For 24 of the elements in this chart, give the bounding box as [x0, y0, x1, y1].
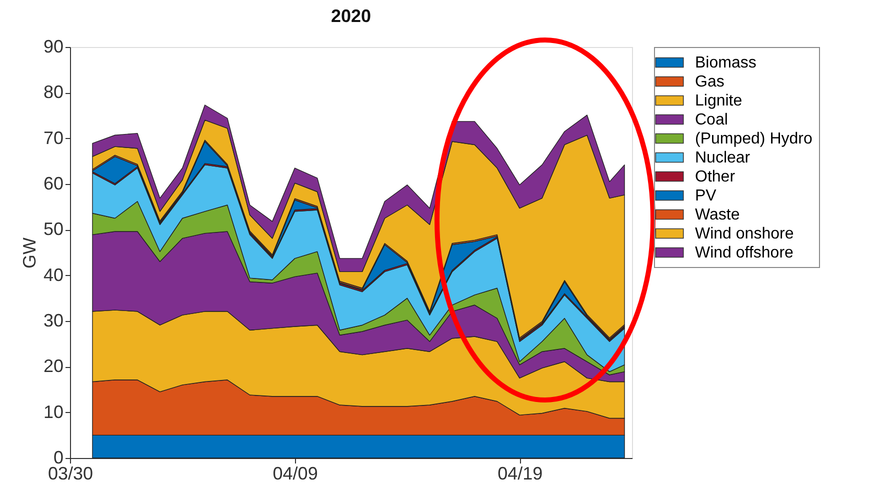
legend-label: Coal — [695, 112, 728, 128]
legend-label: PV — [695, 188, 717, 204]
y-tick-label: 40 — [43, 264, 64, 285]
legend-label: Waste — [695, 206, 740, 224]
y-tick-label: 60 — [43, 174, 64, 194]
y-tick-label: 20 — [43, 356, 64, 376]
y-tick-label: 90 — [43, 36, 64, 56]
y-tick-label: 30 — [43, 310, 64, 330]
legend-label: Gas — [695, 74, 724, 90]
legend-label: Wind offshore — [695, 244, 794, 262]
y-tick-label: 80 — [43, 82, 64, 102]
y-axis-title: GW — [19, 238, 40, 268]
legend-label: Wind onshore — [695, 226, 794, 242]
legend-label: Nuclear — [695, 150, 751, 166]
legend-label: (Pumped) Hydro — [695, 130, 812, 148]
legend-label: Biomass — [695, 54, 756, 72]
y-tick-label: 50 — [43, 219, 64, 240]
y-tick-label: 70 — [43, 128, 64, 148]
chart-title: 2020 — [330, 6, 372, 26]
x-tick-label: 04/19 — [498, 464, 543, 484]
legend-label: Lignite — [695, 92, 742, 110]
x-tick-label: 04/09 — [272, 464, 318, 484]
y-tick-label: 10 — [43, 402, 64, 422]
legend-label: Other — [695, 168, 736, 186]
